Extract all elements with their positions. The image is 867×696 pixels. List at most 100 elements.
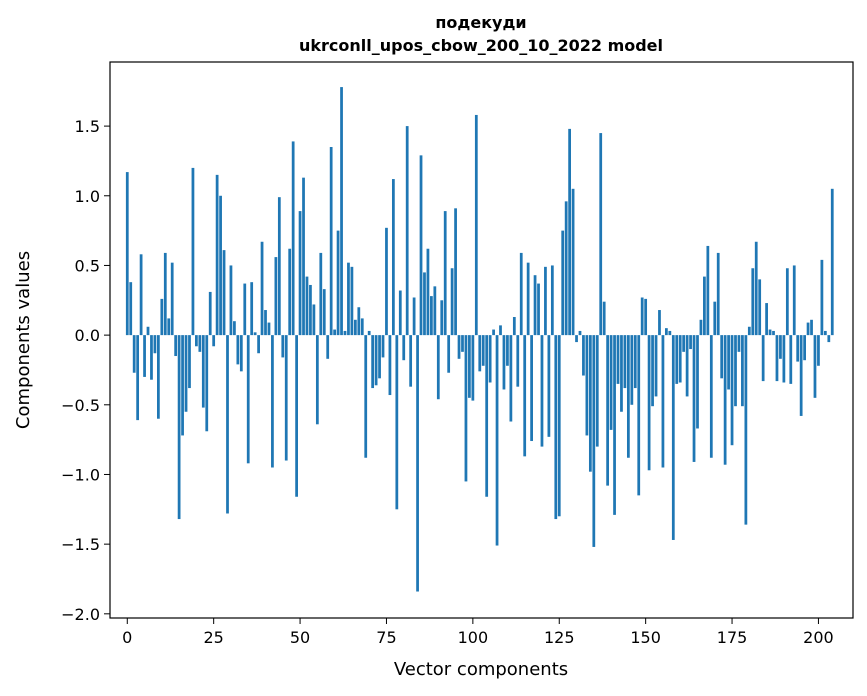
bar-179 xyxy=(744,335,748,525)
x-tick-label: 50 xyxy=(290,628,310,647)
bar-178 xyxy=(741,335,744,407)
bar-76 xyxy=(388,335,392,396)
bar-124 xyxy=(554,335,558,520)
bar-128 xyxy=(568,128,571,336)
bar-122 xyxy=(547,335,551,437)
x-tick-label: 0 xyxy=(122,628,132,647)
bar-9 xyxy=(157,335,160,419)
bar-20 xyxy=(195,335,198,347)
bar-70 xyxy=(367,330,371,336)
bar-40 xyxy=(264,310,267,336)
bar-56 xyxy=(319,252,323,336)
bar-160 xyxy=(678,335,682,383)
bar-43 xyxy=(274,257,278,336)
bar-181 xyxy=(751,268,755,336)
bar-94 xyxy=(450,268,454,336)
bar-60 xyxy=(333,329,337,336)
bar-198 xyxy=(810,319,813,336)
bar-90 xyxy=(436,335,440,400)
bar-127 xyxy=(564,201,568,336)
bar-136 xyxy=(595,335,599,447)
bar-26 xyxy=(215,174,219,336)
bar-135 xyxy=(592,335,596,547)
bar-62 xyxy=(340,87,343,336)
bar-190 xyxy=(782,335,786,383)
chart-title-line1: подекуди xyxy=(435,13,526,32)
bar-47 xyxy=(288,248,292,336)
bar-170 xyxy=(713,301,717,336)
bar-123 xyxy=(550,265,554,336)
bar-52 xyxy=(305,276,309,336)
bar-12 xyxy=(167,318,171,336)
bar-161 xyxy=(682,335,686,352)
bar-147 xyxy=(633,335,637,389)
bar-201 xyxy=(820,259,824,336)
bar-132 xyxy=(582,335,585,376)
bar-54 xyxy=(312,304,316,336)
bar-144 xyxy=(623,335,627,389)
bar-73 xyxy=(378,335,381,379)
bar-204 xyxy=(830,188,834,336)
bar-78 xyxy=(395,335,399,510)
bar-6 xyxy=(146,326,150,336)
bar-165 xyxy=(696,335,699,429)
chart-title-line2: ukrconll_upos_cbow_200_10_2022 model xyxy=(299,36,663,55)
bar-159 xyxy=(675,335,679,384)
bar-134 xyxy=(588,335,592,472)
bar-121 xyxy=(544,266,547,336)
bars-group xyxy=(125,87,834,592)
bar-158 xyxy=(671,335,675,540)
bar-46 xyxy=(284,335,288,461)
bar-120 xyxy=(540,335,544,447)
bar-189 xyxy=(779,335,782,359)
x-axis-ticks: 0 25 50 75 100 125 150 175 200 xyxy=(122,618,834,647)
bar-68 xyxy=(360,318,364,336)
bar-106 xyxy=(492,329,495,336)
bar-99 xyxy=(468,335,471,398)
bar-15 xyxy=(177,335,181,520)
bar-130 xyxy=(575,335,578,343)
bar-35 xyxy=(246,335,250,464)
bar-155 xyxy=(661,335,665,468)
bar-171 xyxy=(716,252,720,336)
bar-140 xyxy=(609,335,613,430)
bar-174 xyxy=(727,335,730,390)
bar-143 xyxy=(620,335,623,412)
bar-67 xyxy=(357,307,361,336)
bar-8 xyxy=(153,335,157,354)
bar-18 xyxy=(188,335,191,389)
x-tick-label: 175 xyxy=(717,628,748,647)
bar-25 xyxy=(212,335,216,347)
bar-49 xyxy=(295,335,298,497)
bar-101 xyxy=(474,114,478,336)
bar-141 xyxy=(613,335,616,515)
bar-7 xyxy=(150,335,153,380)
bar-203 xyxy=(827,335,831,343)
bar-110 xyxy=(506,335,509,366)
bar-169 xyxy=(709,335,713,458)
bar-80 xyxy=(402,335,406,361)
bar-191 xyxy=(785,268,789,336)
bar-13 xyxy=(170,262,174,336)
x-tick-label: 25 xyxy=(203,628,223,647)
bar-16 xyxy=(181,335,184,436)
bar-29 xyxy=(226,335,229,514)
bar-91 xyxy=(440,300,444,336)
bar-185 xyxy=(765,303,768,336)
bar-177 xyxy=(737,335,741,352)
bar-51 xyxy=(302,177,305,336)
bar-168 xyxy=(706,245,710,336)
bar-19 xyxy=(191,167,195,336)
bar-104 xyxy=(485,335,489,497)
bar-81 xyxy=(405,126,409,336)
bar-86 xyxy=(423,272,426,336)
bar-39 xyxy=(260,241,264,336)
bar-77 xyxy=(391,179,395,336)
bar-195 xyxy=(799,335,803,416)
bar-131 xyxy=(578,330,582,336)
bar-200 xyxy=(817,335,820,366)
bar-36 xyxy=(250,282,254,336)
bar-114 xyxy=(519,252,523,336)
bar-202 xyxy=(823,330,827,336)
bar-61 xyxy=(336,230,340,336)
